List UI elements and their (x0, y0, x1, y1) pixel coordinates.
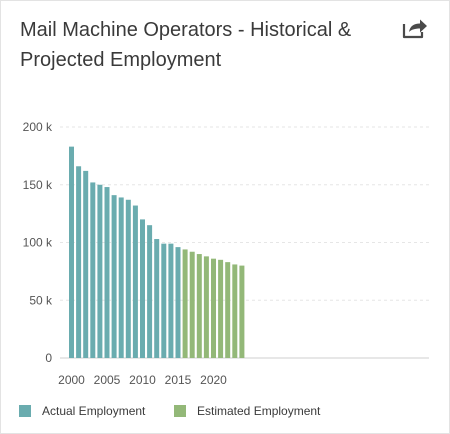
bar-actual-2009[interactable] (132, 205, 138, 358)
y-tick-label: 0 (45, 351, 52, 365)
bar-actual-2013[interactable] (161, 243, 167, 358)
bar-actual-2008[interactable] (125, 199, 131, 358)
bar-estimated-2019[interactable] (203, 256, 209, 358)
y-tick-label: 50 k (29, 293, 53, 307)
x-axis: 2000 2005 2010 2015 2020 (58, 373, 227, 387)
y-tick-label: 100 k (23, 236, 53, 250)
share-icon[interactable] (402, 17, 428, 39)
chart-title: Mail Machine Operators - Historical & Pr… (20, 15, 380, 75)
legend-label-actual: Actual Employment (42, 404, 146, 418)
legend-item-estimated[interactable]: Estimated Employment (174, 401, 320, 421)
bar-estimated-2017[interactable] (189, 251, 195, 358)
bar-estimated-2021[interactable] (218, 259, 224, 358)
bars (69, 146, 245, 358)
bar-estimated-2023[interactable] (232, 264, 238, 358)
bar-estimated-2018[interactable] (196, 254, 202, 358)
x-tick-label: 2010 (129, 373, 156, 387)
bar-actual-2015[interactable] (175, 247, 181, 358)
bar-actual-2001[interactable] (76, 166, 82, 358)
y-axis: 0 50 k 100 k 150 k 200 k (23, 120, 53, 365)
legend-label-estimated: Estimated Employment (197, 404, 321, 418)
legend-swatch-actual (19, 405, 31, 417)
bar-actual-2007[interactable] (118, 197, 124, 358)
bar-actual-2000[interactable] (69, 146, 74, 358)
bar-actual-2002[interactable] (83, 170, 89, 358)
bar-actual-2010[interactable] (140, 219, 145, 358)
bar-estimated-2024[interactable] (239, 265, 245, 358)
bar-estimated-2016[interactable] (182, 249, 188, 358)
bar-estimated-2022[interactable] (225, 262, 231, 358)
bar-estimated-2020[interactable] (211, 258, 216, 358)
chart-title-line1: Mail Machine Operators - Historical & (20, 19, 352, 41)
bar-actual-2004[interactable] (97, 184, 103, 358)
x-tick-label: 2015 (165, 373, 192, 387)
bar-actual-2012[interactable] (154, 239, 160, 358)
bar-chart: 0 50 k 100 k 150 k 200 k 2000 2005 2010 2015 202… (23, 120, 429, 387)
legend-item-actual[interactable]: Actual Employment (19, 401, 145, 421)
x-tick-label: 2005 (94, 373, 121, 387)
bar-actual-2006[interactable] (111, 195, 117, 358)
y-tick-label: 200 k (23, 120, 53, 134)
x-tick-label: 2020 (200, 373, 227, 387)
chart-title-line2: Projected Employment (20, 49, 222, 71)
x-tick-label: 2000 (58, 373, 85, 387)
legend-swatch-estimated (174, 405, 186, 417)
bar-actual-2005[interactable] (104, 187, 110, 358)
bar-actual-2011[interactable] (147, 225, 153, 358)
y-tick-label: 150 k (23, 178, 53, 192)
bar-actual-2014[interactable] (168, 243, 174, 358)
bar-actual-2003[interactable] (90, 182, 96, 358)
